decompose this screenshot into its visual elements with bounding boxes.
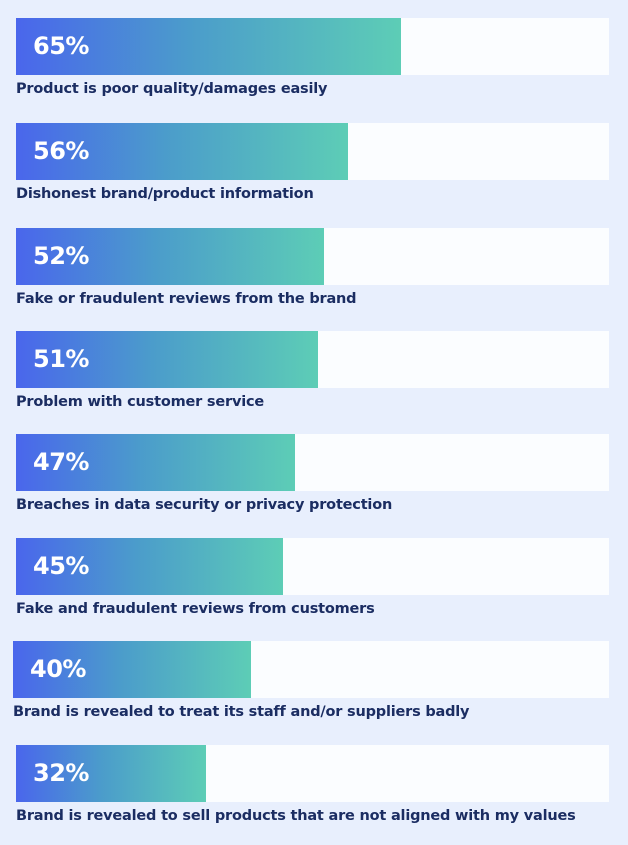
bar — [16, 228, 325, 285]
data-label: 52% — [33, 242, 89, 270]
data-label: 65% — [33, 32, 89, 60]
data-label: 51% — [33, 345, 89, 373]
bar — [16, 745, 206, 802]
data-label: 32% — [33, 759, 89, 787]
category-label: Dishonest brand/product information — [16, 186, 314, 202]
category-label: Fake and fraudulent reviews from custome… — [16, 601, 375, 617]
category-label: Breaches in data security or privacy pro… — [16, 497, 393, 513]
bar — [16, 123, 349, 180]
data-label: 47% — [33, 448, 89, 476]
bar — [13, 641, 252, 698]
data-label: 45% — [33, 552, 89, 580]
data-label: 40% — [30, 655, 86, 683]
category-label: Fake or fraudulent reviews from the bran… — [16, 291, 357, 307]
bar — [16, 434, 295, 491]
bar — [16, 538, 283, 595]
category-label: Product is poor quality/damages easily — [16, 81, 328, 97]
bar — [16, 331, 319, 388]
category-label: Brand is revealed to treat its staff and… — [13, 704, 470, 720]
category-label: Problem with customer service — [16, 394, 264, 410]
data-label: 56% — [33, 137, 89, 165]
bar — [16, 18, 402, 75]
category-label: Brand is revealed to sell products that … — [16, 808, 576, 824]
